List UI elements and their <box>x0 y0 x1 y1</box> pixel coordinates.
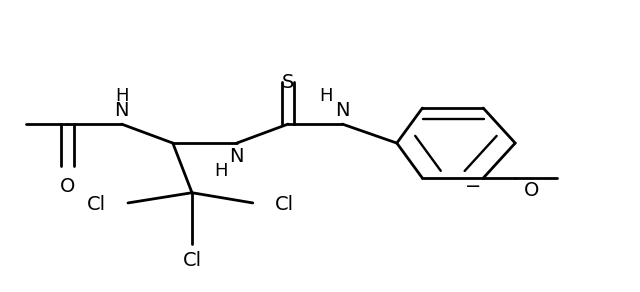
Text: N: N <box>335 101 349 120</box>
Text: O: O <box>524 181 539 200</box>
Text: Cl: Cl <box>86 195 106 214</box>
Text: S: S <box>282 73 294 92</box>
Text: O: O <box>60 177 75 196</box>
Text: H: H <box>115 87 129 105</box>
Text: H: H <box>319 87 333 105</box>
Text: −: − <box>465 177 482 197</box>
Text: N: N <box>115 101 129 120</box>
Text: H: H <box>214 162 228 180</box>
Text: N: N <box>230 147 244 166</box>
Text: Cl: Cl <box>182 251 202 270</box>
Text: Cl: Cl <box>275 195 294 214</box>
